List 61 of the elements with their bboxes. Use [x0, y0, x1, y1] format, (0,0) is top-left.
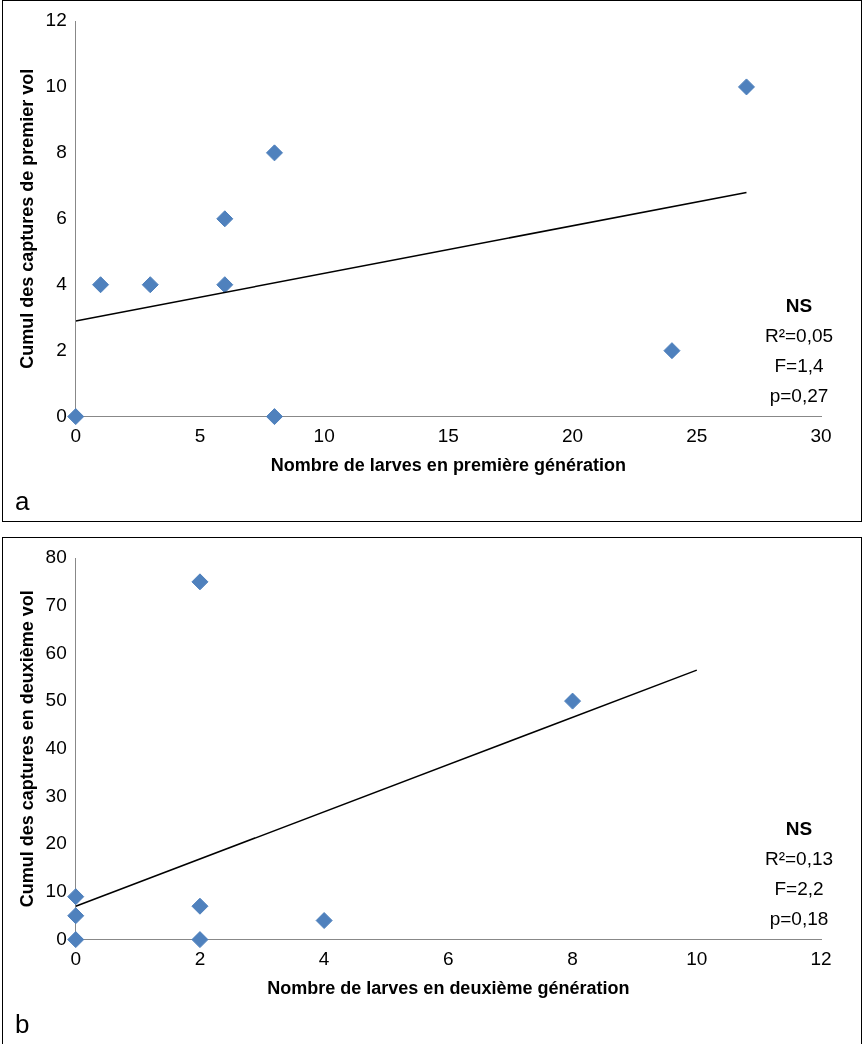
annotation: F=2,2: [774, 877, 824, 899]
x-tick-label: 2: [194, 948, 206, 970]
y-tick-label: 12: [45, 9, 67, 31]
point: [315, 912, 333, 930]
y-tick-label: 20: [45, 832, 67, 854]
point: [92, 276, 110, 294]
point: [141, 276, 159, 294]
point: [265, 408, 283, 426]
annotation: p=0,18: [769, 907, 829, 929]
point: [737, 78, 755, 96]
y-axis-title: Cumul des captures de premier vol: [16, 68, 37, 369]
text: b: [15, 1009, 30, 1040]
y-tick-label: 40: [45, 737, 67, 759]
point: [67, 931, 85, 949]
annotation: p=0,27: [769, 384, 829, 406]
x-tick-label: 30: [810, 425, 832, 447]
point: [564, 692, 582, 710]
y-tick-label: 4: [56, 272, 68, 294]
point: [67, 888, 85, 906]
annotation: F=1,4: [774, 354, 824, 376]
x-tick-label: 25: [686, 425, 708, 447]
annotation: NS: [785, 294, 813, 316]
point: [216, 276, 234, 294]
x-axis-title: Nombre de larves en deuxième génération: [267, 978, 630, 999]
y-tick-label: 30: [45, 784, 67, 806]
point: [67, 907, 85, 925]
point: [191, 897, 209, 915]
y-tick-label: 50: [45, 689, 67, 711]
x-tick-label: 20: [562, 425, 584, 447]
point: [191, 573, 209, 591]
y-tick-label: 0: [56, 404, 67, 426]
x-tick-label: 10: [686, 948, 708, 970]
y-tick-label: 2: [56, 338, 67, 360]
point: [67, 408, 85, 426]
x-tick-label: 12: [810, 948, 832, 970]
x-tick-label: 5: [194, 425, 206, 447]
y-tick-label: 70: [45, 593, 67, 615]
y-tick-label: 10: [45, 75, 67, 97]
point: [663, 342, 681, 360]
x-tick-label: 10: [313, 425, 335, 447]
annotation: R²=0,05: [764, 324, 834, 346]
point: [191, 931, 209, 949]
x-tick-label: 8: [567, 948, 578, 970]
text: a: [15, 486, 30, 517]
y-tick-label: 8: [56, 141, 67, 163]
point: [216, 210, 234, 228]
y-tick-label: 10: [45, 880, 67, 902]
y-axis-title: Cumul des captures en deuxième vol: [16, 590, 37, 908]
x-tick-label: 0: [70, 948, 82, 970]
x-tick-label: 6: [443, 948, 454, 970]
x-axis-title: Nombre de larves en première génération: [270, 455, 626, 476]
annotation: NS: [785, 817, 813, 839]
y-tick-label: 60: [45, 641, 67, 663]
x-tick-label: 4: [318, 948, 330, 970]
x-tick-label: 0: [70, 425, 82, 447]
x-tick-label: 15: [437, 425, 459, 447]
annotation: R²=0,13: [764, 847, 834, 869]
y-tick-label: 0: [56, 927, 67, 949]
y-tick-label: 6: [56, 207, 67, 229]
point: [265, 144, 283, 162]
y-tick-label: 80: [45, 546, 67, 568]
